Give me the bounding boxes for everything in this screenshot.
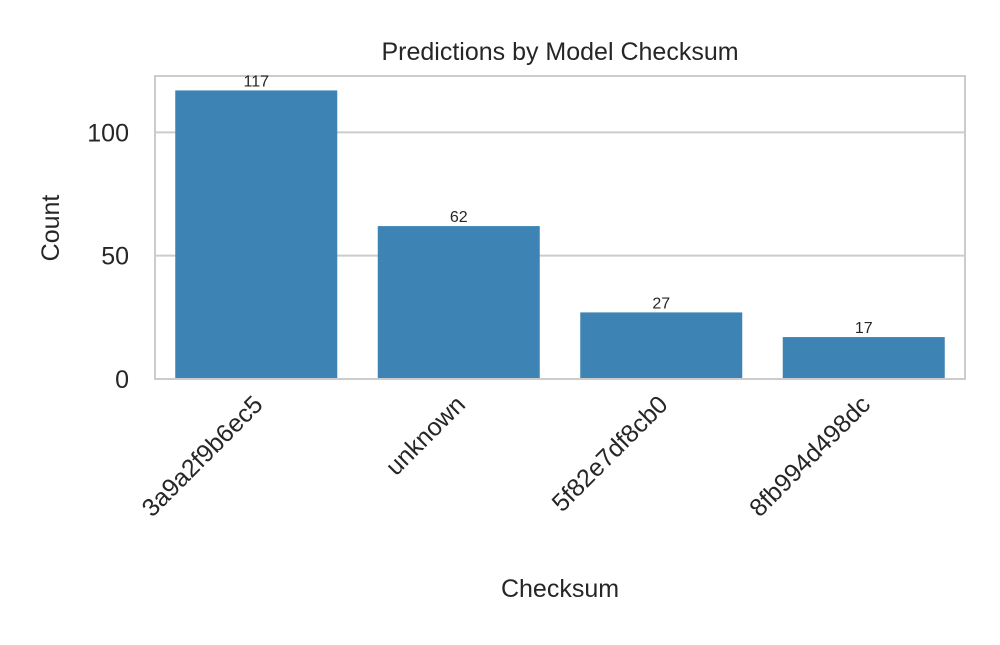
bar-value-label: 27 [652,295,670,312]
bar-3a9a2f9b6ec5 [175,90,338,379]
x-tick-label: 3a9a2f9b6ec5 [137,390,269,522]
x-axis-label: Checksum [501,575,619,603]
plot-frame [154,75,966,380]
bar-5f82e7df8cb0 [580,312,743,379]
y-tick-label: 0 [115,366,129,394]
bar-value-label: 117 [243,73,269,90]
bar-8fb994d498dc [782,337,945,379]
chart-title: Predictions by Model Checksum [381,38,738,66]
bars [175,90,945,379]
bar-value-labels: 117 62 27 17 [243,73,872,337]
y-axis-label: Count [37,195,65,262]
y-axis-ticks: 0 50 100 [87,119,129,394]
bar-unknown [377,226,540,379]
bar-value-label: 62 [450,209,468,226]
y-tick-label: 50 [101,243,129,271]
x-tick-label: 8fb994d498dc [744,390,876,522]
bar-value-label: 17 [855,320,873,337]
y-tick-label: 100 [87,119,129,147]
x-axis-ticks: 3a9a2f9b6ec5 unknown 5f82e7df8cb0 8fb994d49… [137,390,876,522]
x-tick-label: unknown [380,390,471,481]
x-tick-label: 5f82e7df8cb0 [547,390,674,517]
